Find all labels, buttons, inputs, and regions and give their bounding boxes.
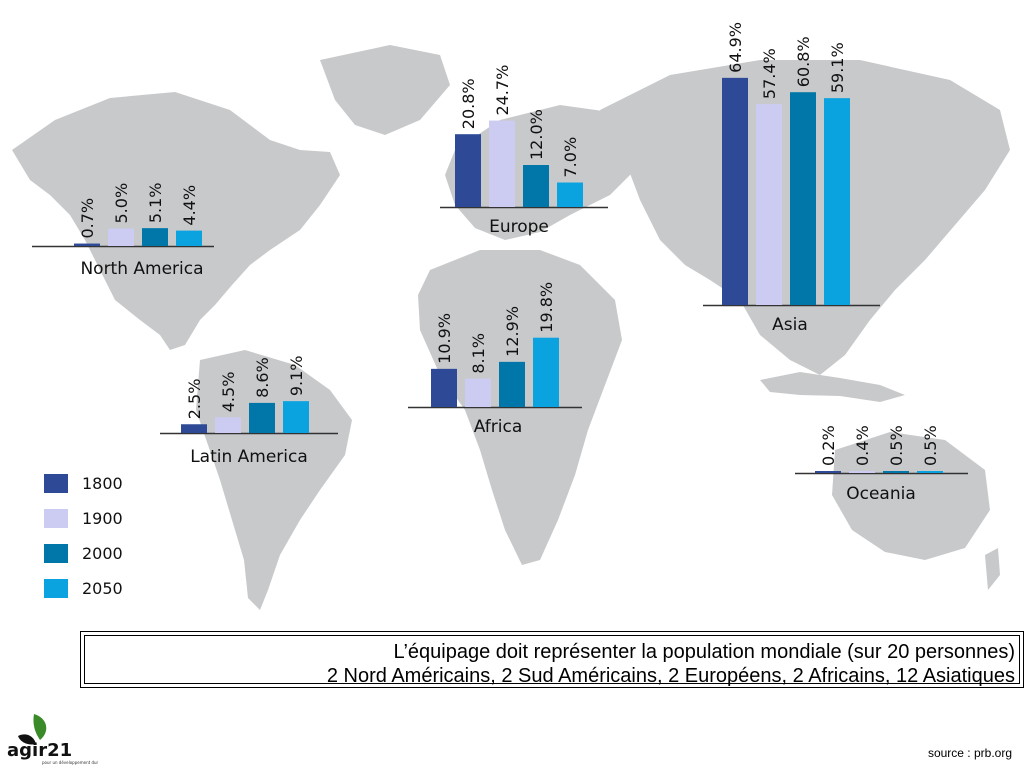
bar-oceania-1800: [815, 471, 841, 473]
data-label-asia-2050: 59.1%: [828, 42, 847, 93]
bar-asia-1800: [722, 77, 748, 305]
bar-latin-america-1800: [181, 424, 207, 433]
bar-north-america-2000: [142, 228, 168, 246]
bar-asia-2050: [824, 98, 850, 306]
legend-swatch-1800: [44, 474, 68, 493]
data-label-africa-2000: 12.9%: [503, 306, 522, 357]
legend-item-1900: 1900: [44, 501, 123, 536]
legend-label-2050: 2050: [82, 579, 123, 598]
bar-latin-america-1900: [215, 417, 241, 433]
bar-latin-america-2000: [249, 402, 275, 433]
data-label-europe-2000: 12.0%: [527, 109, 546, 160]
bar-africa-2000: [499, 361, 525, 407]
bar-africa-2050: [533, 337, 559, 407]
legend-swatch-2050: [44, 579, 68, 598]
data-label-asia-2000: 60.8%: [794, 36, 813, 87]
data-label-europe-1900: 24.7%: [493, 65, 512, 116]
legend-item-2000: 2000: [44, 536, 123, 571]
data-label-europe-1800: 20.8%: [459, 78, 478, 129]
data-label-oceania-2050: 0.5%: [921, 425, 940, 466]
continent-islands: [760, 372, 905, 402]
bar-europe-1900: [489, 120, 515, 207]
bar-asia-1900: [756, 104, 782, 305]
bar-north-america-1800: [74, 243, 100, 246]
bar-north-america-2050: [176, 230, 202, 246]
bar-oceania-2050: [917, 471, 943, 473]
continent-south-america: [196, 350, 352, 610]
data-label-asia-1800: 64.9%: [726, 22, 745, 73]
source-note: source : prb.org: [927, 746, 1012, 760]
data-label-latin-america-1900: 4.5%: [219, 372, 238, 413]
bar-oceania-1900: [849, 471, 875, 473]
bar-africa-1900: [465, 378, 491, 407]
data-label-oceania-1900: 0.4%: [853, 425, 872, 466]
legend-label-1900: 1900: [82, 509, 123, 528]
data-label-europe-2050: 7.0%: [561, 137, 580, 178]
continent-australia: [832, 432, 990, 560]
group-north-america: 0.7% 5.0% 5.1% 4.4% North America: [32, 182, 214, 279]
legend-label-2000: 2000: [82, 544, 123, 563]
region-label-oceania: Oceania: [846, 484, 916, 504]
data-label-latin-america-2000: 8.6%: [253, 357, 272, 398]
data-label-latin-america-2050: 9.1%: [287, 355, 306, 396]
legend-item-1800: 1800: [44, 466, 123, 501]
region-label-asia: Asia: [772, 315, 808, 335]
leaf-icon: [33, 714, 47, 740]
legend: 1800 1900 2000 2050: [44, 466, 123, 606]
logo-text: agir21: [7, 740, 72, 761]
legend-label-1800: 1800: [82, 474, 123, 493]
region-label-africa: Africa: [474, 417, 523, 437]
bar-europe-1800: [455, 134, 481, 207]
legend-swatch-2000: [44, 544, 68, 563]
data-label-asia-1900: 57.4%: [760, 48, 779, 99]
group-asia: 64.9% 57.4% 60.8% 59.1% Asia: [703, 22, 880, 335]
bar-oceania-2000: [883, 471, 909, 473]
data-label-africa-1900: 8.1%: [469, 333, 488, 374]
logo-subtext: pour un développement durable: [42, 760, 98, 765]
caption-inner-border: [84, 635, 1020, 684]
bar-europe-2050: [557, 182, 583, 207]
bar-europe-2000: [523, 165, 549, 207]
continent-north-america: [12, 92, 340, 350]
bar-asia-2000: [790, 92, 816, 305]
continent-new-zealand: [985, 548, 1000, 590]
data-label-north-america-2050: 4.4%: [180, 185, 199, 226]
data-label-latin-america-1800: 2.5%: [185, 379, 204, 420]
caption-box: L’équipage doit représenter la populatio…: [80, 631, 1024, 688]
data-label-africa-2050: 19.8%: [537, 282, 556, 333]
data-label-north-america-1900: 5.0%: [112, 183, 131, 224]
region-label-latin-america: Latin America: [190, 447, 308, 467]
region-label-europe: Europe: [489, 217, 549, 237]
data-label-oceania-1800: 0.2%: [819, 425, 838, 466]
caption-line-1: L’équipage doit représenter la populatio…: [393, 641, 1015, 663]
group-latin-america: 2.5% 4.5% 8.6% 9.1% Latin America: [160, 355, 338, 467]
group-africa: 10.9% 8.1% 12.9% 19.8% Africa: [408, 282, 582, 437]
data-label-north-america-1800: 0.7%: [78, 198, 97, 239]
group-europe: 20.8% 24.7% 12.0% 7.0% Europe: [440, 65, 608, 237]
data-label-oceania-2000: 0.5%: [887, 425, 906, 466]
data-label-north-america-2000: 5.1%: [146, 182, 165, 223]
agir21-logo: agir21 pour un développement durable: [7, 714, 98, 765]
legend-item-2050: 2050: [44, 571, 123, 606]
group-oceania: 0.2% 0.4% 0.5% 0.5% Oceania: [795, 425, 968, 504]
data-label-africa-1800: 10.9%: [435, 313, 454, 364]
caption-line-2: 2 Nord Américains, 2 Sud Américains, 2 E…: [326, 665, 1015, 687]
continent-greenland: [320, 45, 450, 135]
legend-swatch-1900: [44, 509, 68, 528]
bar-latin-america-2050: [283, 401, 309, 433]
bar-north-america-1900: [108, 228, 134, 246]
region-label-north-america: North America: [80, 259, 203, 279]
bar-africa-1800: [431, 368, 457, 407]
